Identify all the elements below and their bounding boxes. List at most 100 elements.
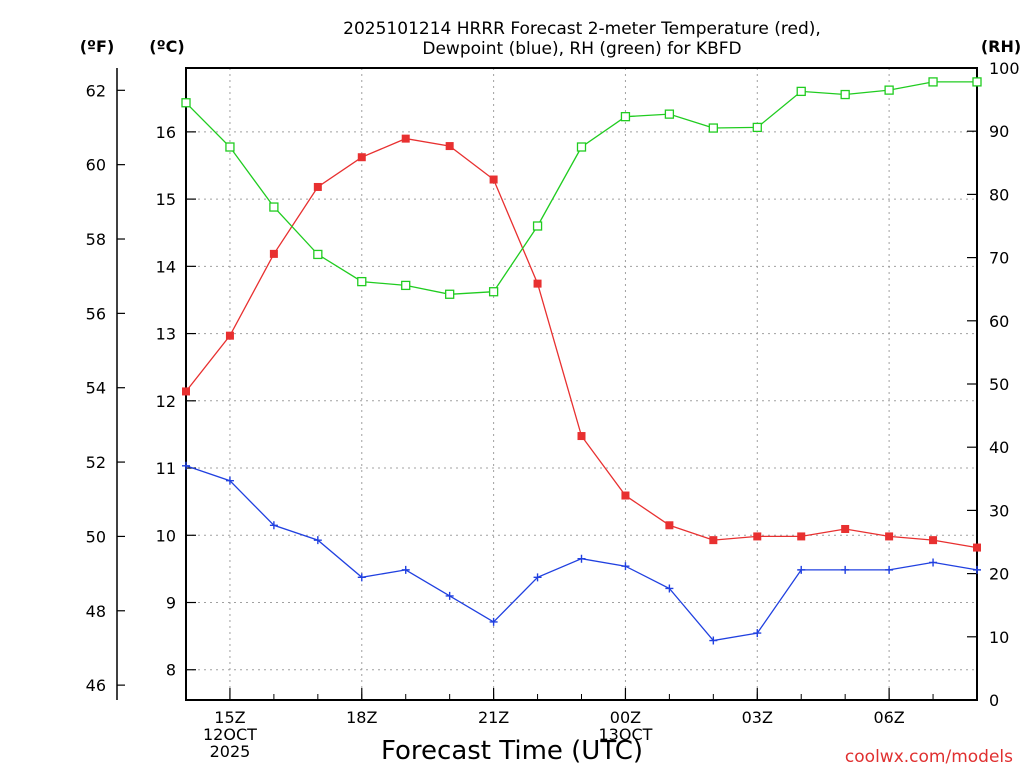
fahrenheit-tick-label: 52 xyxy=(86,453,106,472)
temperature-point xyxy=(709,536,718,545)
x-tick-label: 06Z xyxy=(873,708,904,727)
x-axis-label: Forecast Time (UTC) xyxy=(381,736,643,766)
x-tick-label: 00Z xyxy=(610,708,641,727)
rh-point xyxy=(357,276,367,287)
celsius-tick-label: 13 xyxy=(156,325,176,344)
x-tick-label: 15Z xyxy=(214,708,245,727)
celsius-tick-label: 8 xyxy=(166,661,176,680)
dewpoint-point xyxy=(445,591,454,600)
dewpoint-point xyxy=(313,536,322,545)
celsius-tick-label: 15 xyxy=(156,190,176,209)
dewpoint-point xyxy=(841,565,850,574)
dewpoint-point xyxy=(797,565,806,574)
rh-tick-label: 70 xyxy=(989,249,1009,268)
fahrenheit-tick-label: 62 xyxy=(86,81,106,100)
celsius-tick-label: 16 xyxy=(156,123,176,142)
rh-tick-label: 50 xyxy=(989,375,1009,394)
rh-series-line xyxy=(185,81,977,295)
x-tick-label: 18Z xyxy=(346,708,377,727)
temperature-point xyxy=(621,491,630,500)
temperature-point xyxy=(533,279,542,288)
rh-point xyxy=(181,98,191,108)
x-tick-label: 13OCT xyxy=(598,725,652,744)
fahrenheit-axis-label: (ºF) xyxy=(80,37,115,56)
temperature-point xyxy=(489,175,498,184)
temperature-point xyxy=(797,532,806,541)
rh-point xyxy=(796,86,806,97)
rh-tick-label: 40 xyxy=(989,438,1009,457)
dewpoint-point xyxy=(401,565,410,574)
temperature-point xyxy=(225,331,234,340)
chart-title-line2: Dewpoint (blue), RH (green) for KBFD xyxy=(422,39,741,59)
rh-point xyxy=(225,142,235,152)
dewpoint-point xyxy=(533,573,542,582)
x-tick-label: 03Z xyxy=(742,708,773,727)
rh-point xyxy=(664,109,675,119)
rh-tick-label: 100 xyxy=(989,59,1020,78)
rh-point xyxy=(708,123,718,133)
fahrenheit-tick-label: 58 xyxy=(86,230,106,249)
fahrenheit-tick-label: 60 xyxy=(86,156,106,175)
x-tick-label: 12OCT xyxy=(203,725,257,744)
temperature-point xyxy=(929,536,938,545)
rh-point xyxy=(269,202,279,212)
chart-title-line1: 2025101214 HRRR Forecast 2-meter Tempera… xyxy=(343,19,821,39)
celsius-axis-label: (ºC) xyxy=(149,37,184,56)
temperature-point xyxy=(885,532,894,541)
temperature-series-line xyxy=(185,137,978,549)
dewpoint-point xyxy=(973,565,981,574)
fahrenheit-tick-label: 46 xyxy=(86,676,106,695)
dewpoint-point xyxy=(753,629,762,638)
dewpoint-point xyxy=(577,554,586,563)
temperature-point xyxy=(401,134,410,143)
temperature-point xyxy=(445,142,454,151)
rh-tick-label: 30 xyxy=(989,501,1009,520)
rh-point xyxy=(488,287,499,297)
rh-point xyxy=(840,89,850,100)
dewpoint-point xyxy=(357,573,366,582)
celsius-tick-label: 9 xyxy=(166,594,176,613)
dewpoint-point xyxy=(489,617,498,626)
dewpoint-point xyxy=(225,476,234,485)
rh-point xyxy=(752,122,762,133)
dewpoint-point xyxy=(269,521,278,530)
credit-text: coolwx.com/models xyxy=(845,747,1013,767)
temperature-point xyxy=(973,543,981,552)
rh-point xyxy=(620,112,631,122)
rh-point xyxy=(445,289,455,299)
fahrenheit-tick-label: 48 xyxy=(86,602,106,621)
rh-point xyxy=(576,142,587,152)
fahrenheit-tick-label: 50 xyxy=(86,527,106,546)
dewpoint-point xyxy=(929,558,938,567)
rh-point xyxy=(972,77,982,87)
rh-axis-label: (RH) xyxy=(981,37,1021,56)
rh-tick-label: 10 xyxy=(989,628,1009,647)
rh-point xyxy=(532,221,543,231)
rh-tick-label: 0 xyxy=(989,691,999,710)
temperature-point xyxy=(841,524,850,533)
grid-layer xyxy=(186,68,977,700)
rh-point xyxy=(884,85,894,95)
dewpoint-point xyxy=(621,562,630,571)
temperature-point xyxy=(182,387,190,396)
celsius-tick-label: 14 xyxy=(156,257,176,276)
plot-frame xyxy=(185,67,978,701)
series-layer xyxy=(181,77,982,645)
rh-tick-label: 90 xyxy=(989,122,1009,141)
rh-point xyxy=(313,249,323,260)
rh-point xyxy=(401,280,411,291)
dewpoint-point xyxy=(182,461,190,470)
temperature-point xyxy=(269,249,278,258)
dewpoint-point xyxy=(665,584,674,593)
dewpoint-point xyxy=(885,565,894,574)
temperature-point xyxy=(577,432,586,441)
fahrenheit-tick-label: 54 xyxy=(86,379,106,398)
rh-tick-label: 80 xyxy=(989,185,1009,204)
rh-tick-label: 20 xyxy=(989,565,1009,584)
celsius-tick-label: 12 xyxy=(156,392,176,411)
fahrenheit-tick-label: 56 xyxy=(86,304,106,323)
celsius-tick-label: 11 xyxy=(156,459,176,478)
dewpoint-series-line xyxy=(185,465,978,642)
